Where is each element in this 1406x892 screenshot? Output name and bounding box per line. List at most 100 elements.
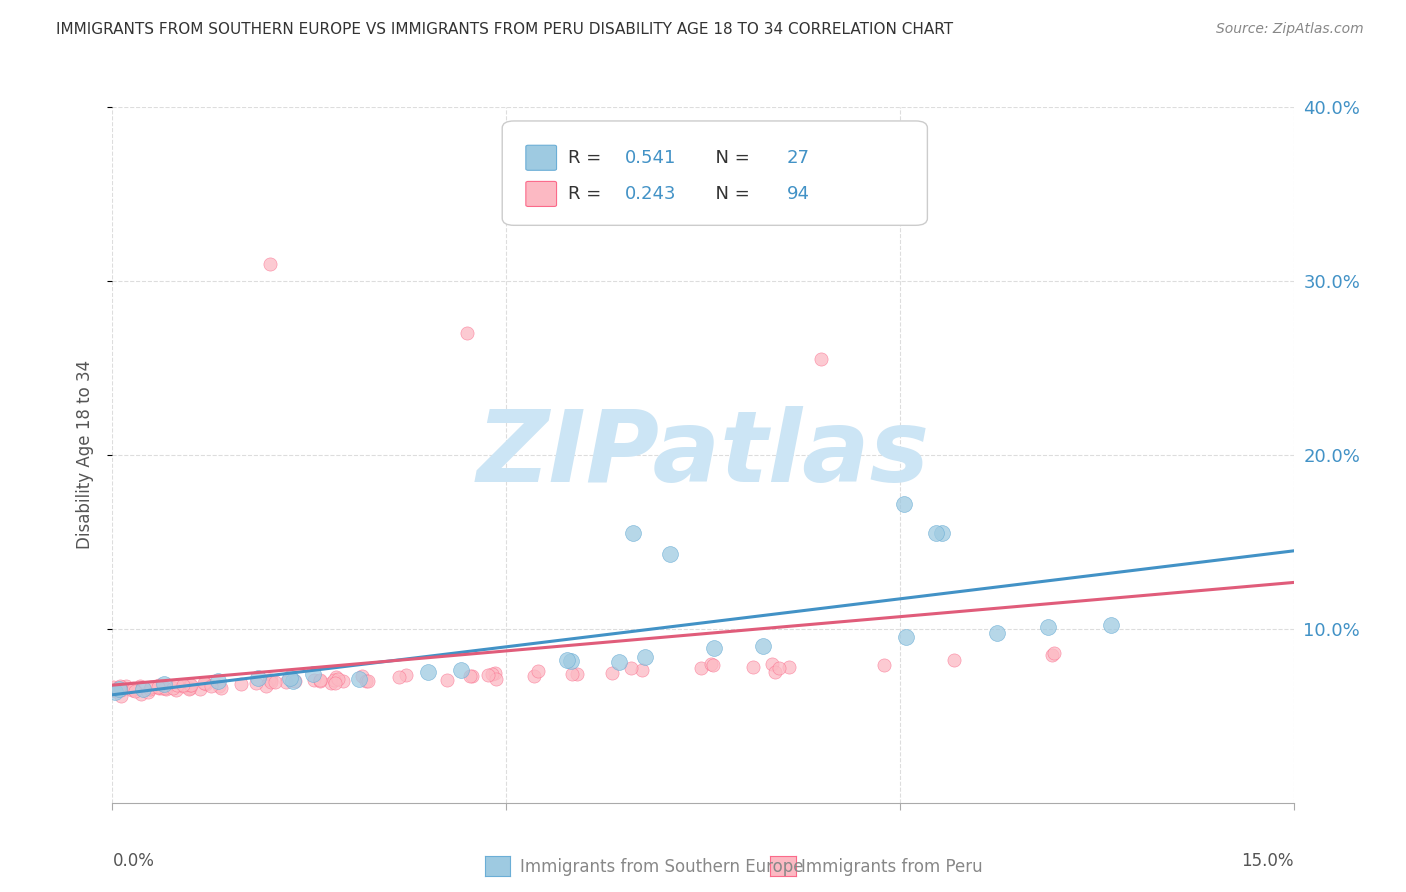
Point bbox=[108, 679, 131, 693]
Text: 94: 94 bbox=[787, 185, 810, 203]
Point bbox=[150, 681, 173, 695]
Text: Source: ZipAtlas.com: Source: ZipAtlas.com bbox=[1216, 22, 1364, 37]
Point bbox=[484, 665, 506, 680]
Point bbox=[460, 669, 482, 683]
Point bbox=[309, 673, 332, 688]
Point bbox=[148, 678, 170, 692]
Point bbox=[349, 672, 371, 686]
Text: 15.0%: 15.0% bbox=[1241, 852, 1294, 870]
Point bbox=[561, 667, 583, 681]
Text: Immigrants from Southern Europe: Immigrants from Southern Europe bbox=[520, 858, 804, 876]
Point bbox=[741, 659, 763, 673]
Point bbox=[153, 677, 176, 691]
Point bbox=[778, 660, 800, 674]
Point bbox=[200, 679, 222, 693]
Point bbox=[259, 675, 281, 690]
Point bbox=[207, 673, 229, 688]
Point bbox=[132, 681, 155, 696]
Point bbox=[485, 672, 508, 686]
Point bbox=[247, 671, 270, 685]
Point bbox=[165, 682, 187, 697]
Point bbox=[174, 678, 197, 692]
Point bbox=[527, 665, 550, 679]
Point bbox=[986, 625, 1008, 640]
Point bbox=[752, 640, 775, 654]
Point bbox=[129, 687, 152, 701]
Point bbox=[620, 660, 643, 674]
FancyBboxPatch shape bbox=[526, 145, 557, 170]
Point bbox=[1099, 617, 1122, 632]
Point bbox=[278, 671, 301, 685]
Point bbox=[302, 667, 325, 681]
Point bbox=[177, 681, 200, 695]
Point bbox=[153, 681, 176, 696]
Point bbox=[284, 673, 307, 688]
Point bbox=[634, 649, 657, 664]
Point bbox=[931, 526, 953, 541]
Point bbox=[607, 655, 630, 669]
Point bbox=[276, 675, 298, 690]
Point bbox=[761, 657, 783, 672]
Point bbox=[768, 661, 790, 675]
Point bbox=[388, 670, 411, 684]
Text: 0.541: 0.541 bbox=[626, 149, 676, 167]
Point bbox=[763, 665, 786, 680]
Point bbox=[264, 675, 287, 690]
Point bbox=[894, 630, 917, 644]
Point bbox=[188, 682, 211, 697]
Point bbox=[104, 684, 127, 698]
Text: 27: 27 bbox=[787, 149, 810, 167]
Point bbox=[193, 676, 215, 690]
Point bbox=[613, 178, 636, 193]
Point bbox=[602, 666, 624, 681]
Point bbox=[229, 676, 252, 690]
Point bbox=[110, 689, 132, 703]
Point bbox=[209, 681, 232, 695]
Point bbox=[254, 679, 277, 693]
Point bbox=[567, 667, 589, 681]
Point bbox=[166, 678, 188, 692]
Point bbox=[121, 681, 143, 696]
Point bbox=[450, 663, 472, 677]
Point bbox=[146, 681, 169, 695]
Point bbox=[302, 673, 325, 687]
Point bbox=[477, 668, 499, 682]
Point bbox=[321, 676, 343, 690]
Point bbox=[354, 673, 377, 688]
FancyBboxPatch shape bbox=[526, 181, 557, 206]
Text: ZIPatlas: ZIPatlas bbox=[477, 407, 929, 503]
Text: N =: N = bbox=[704, 185, 755, 203]
Point bbox=[352, 669, 374, 683]
Point bbox=[523, 669, 546, 683]
Point bbox=[481, 667, 503, 681]
Point bbox=[155, 682, 177, 697]
Point bbox=[456, 326, 478, 340]
Point bbox=[328, 672, 350, 686]
Point bbox=[136, 685, 159, 699]
Point bbox=[179, 678, 201, 692]
Point bbox=[260, 673, 283, 687]
Point bbox=[700, 657, 723, 672]
Point bbox=[104, 685, 127, 699]
Text: 0.243: 0.243 bbox=[626, 185, 676, 203]
Point bbox=[101, 680, 124, 694]
Point bbox=[172, 678, 194, 692]
Point bbox=[893, 497, 915, 511]
Point bbox=[162, 681, 184, 695]
Text: R =: R = bbox=[568, 185, 607, 203]
Point bbox=[108, 681, 131, 696]
Point bbox=[702, 658, 724, 673]
Point bbox=[1040, 648, 1063, 662]
Point bbox=[179, 682, 201, 697]
Point bbox=[703, 640, 725, 655]
Point bbox=[259, 673, 281, 688]
Point bbox=[245, 676, 267, 690]
Point bbox=[208, 679, 231, 693]
Text: R =: R = bbox=[568, 149, 607, 167]
Point bbox=[129, 680, 152, 694]
Point bbox=[139, 681, 162, 696]
Point bbox=[195, 677, 218, 691]
Point bbox=[105, 681, 128, 695]
Point bbox=[172, 679, 194, 693]
Point bbox=[180, 678, 202, 692]
